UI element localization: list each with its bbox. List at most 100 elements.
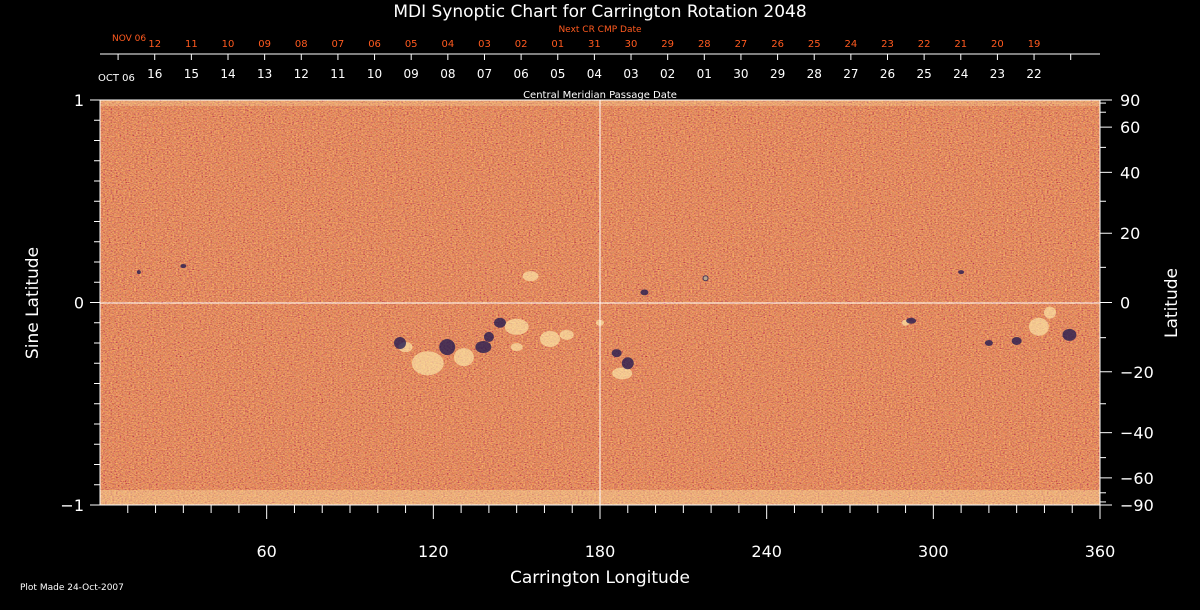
cmp-date-label: 12 [294,67,309,81]
active-region-patch [136,270,141,275]
y-axis-label-left: Sine Latitude [23,247,43,359]
cmp-date-label: 15 [184,67,199,81]
cmp-date-label: 14 [220,67,235,81]
next-cr-date-label: 26 [771,39,784,50]
active-region-patch [483,331,494,342]
cmp-date-label: 01 [697,67,712,81]
next-cr-title: Next CR CMP Date [558,25,642,35]
active-region-patch [1028,317,1049,336]
y-right-tick-label: 90 [1120,91,1140,110]
next-cr-date-label: 09 [258,39,271,50]
next-cr-date-label: 01 [551,39,564,50]
next-cr-date-label: 11 [185,39,198,50]
y-right-tick-label: 0 [1120,294,1130,313]
cmp-date-label: 07 [477,67,492,81]
next-cr-date-label: 04 [441,39,454,50]
y-right-tick-label: 60 [1120,118,1140,137]
plot-area [99,99,1101,506]
next-cr-month-label: NOV 06 [112,34,146,44]
cmp-date-label: 02 [660,67,675,81]
cmp-date-label: 16 [147,67,162,81]
cmp-month-label: OCT 06 [98,73,135,84]
next-cr-date-label: 12 [148,39,161,50]
cmp-date-label: 22 [1026,67,1041,81]
next-cr-date-label: 02 [515,39,528,50]
active-region-patch [640,289,649,296]
active-region-patch [180,264,187,269]
cmp-date-label: 05 [550,67,565,81]
active-region-patch [411,351,444,376]
cmp-date-label: 23 [990,67,1005,81]
plot-made-footer: Plot Made 24-Oct-2007 [20,583,124,593]
cmp-date-label: 09 [404,67,419,81]
y-left-tick-label: 0 [74,294,84,313]
active-region-patch [611,349,622,358]
cmp-date-labels: 16 15 14 13 12 11 10 09 08 07 06 05 04 03 02 01 30 29 28 27… [147,67,1042,81]
active-region-patch [1011,336,1022,345]
cmp-date-label: 08 [440,67,455,81]
active-regions [136,264,1077,380]
x-axis-label: Carrington Longitude [510,568,690,588]
next-cr-ticks [117,54,1072,60]
active-region-patch [510,343,523,352]
cmp-date-label: 25 [916,67,931,81]
y-left-tick-label: −1 [60,496,84,515]
cmp-date-label: 30 [733,67,748,81]
next-cr-date-label: 21 [954,39,967,50]
y-axis-label-right: Latitude [1162,268,1182,338]
next-cr-date-label: 06 [368,39,381,50]
cmp-axis-title: Central Meridian Passage Date [523,90,677,101]
x-tick-label: 180 [585,542,616,561]
active-region-patch [621,357,634,370]
active-region-patch [958,270,965,275]
next-cr-date-label: 07 [332,39,345,50]
x-tick-label: 120 [418,542,449,561]
next-cr-date-label: 08 [295,39,308,50]
next-cr-date-label: 05 [405,39,418,50]
next-cr-date-label: 22 [918,39,931,50]
cmp-date-label: 03 [623,67,638,81]
x-tick-label: 60 [256,542,276,561]
cmp-date-label: 24 [953,67,968,81]
active-region-patch [439,339,456,356]
active-region-patch [1044,306,1056,319]
y-right-tick-label: −90 [1120,496,1154,515]
next-cr-date-label: 20 [991,39,1004,50]
next-cr-date-label: 30 [625,39,638,50]
y-axis-right: 90 60 40 20 0 −20 −40 −60 −90 [1100,91,1154,515]
x-tick-label: 240 [751,542,782,561]
active-region-patch [906,317,917,324]
active-region-patch [1062,328,1077,341]
active-region-patch [612,367,633,380]
next-cr-date-label: 31 [588,39,601,50]
next-cr-date-label: 03 [478,39,491,50]
cmp-date-label: 28 [807,67,822,81]
next-cr-date-label: 10 [222,39,235,50]
x-tick-label: 300 [918,542,949,561]
active-region-patch [453,348,474,367]
active-region-patch [522,271,539,282]
active-region-patch [494,317,506,328]
next-cr-date-labels: 12 11 10 09 08 07 06 05 04 03 02 01 31 30 29 28 27 26 25 24… [148,39,1040,50]
next-cr-date-label: 28 [698,39,711,50]
cmp-date-label: 13 [257,67,272,81]
cmp-date-label: 26 [880,67,895,81]
active-region-patch [703,276,708,281]
x-tick-label: 360 [1085,542,1116,561]
active-region-patch [475,341,492,354]
cmp-date-label: 06 [513,67,528,81]
x-axis: 60 120 180 240 300 360 [127,505,1116,561]
active-region-patch [984,340,993,346]
next-cr-date-label: 25 [808,39,821,50]
y-axis-left: 1 0 −1 [60,91,100,515]
y-right-tick-label: −60 [1120,469,1154,488]
active-region-patch [394,337,406,349]
next-cr-date-label: 23 [881,39,894,50]
y-left-tick-label: 1 [74,91,84,110]
y-right-tick-label: −20 [1120,363,1154,382]
next-cr-date-label: 27 [735,39,748,50]
cmp-date-label: 10 [367,67,382,81]
cmp-date-label: 27 [843,67,858,81]
next-cr-date-label: 24 [844,39,857,50]
